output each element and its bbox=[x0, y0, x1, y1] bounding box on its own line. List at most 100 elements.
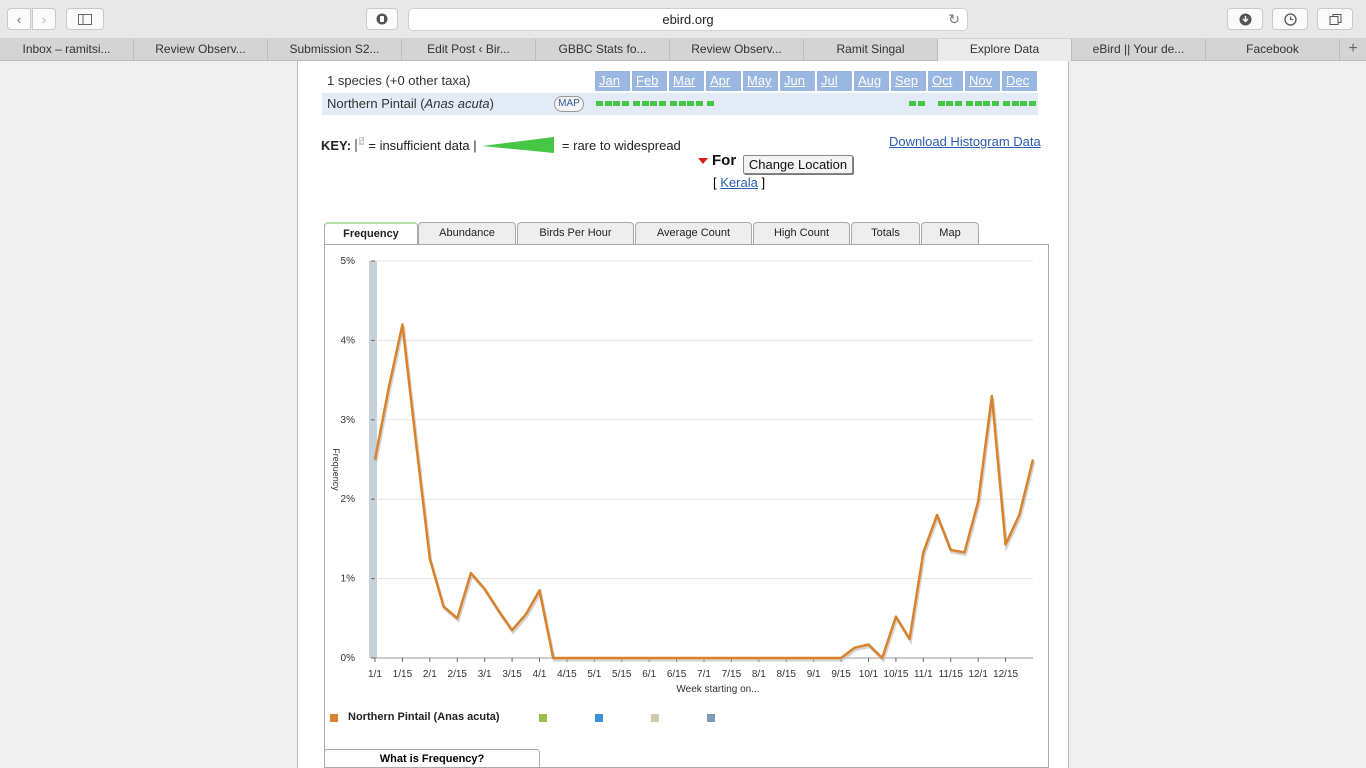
species-map-button[interactable]: MAP bbox=[554, 96, 584, 112]
histogram-bar bbox=[1003, 101, 1010, 106]
history-button[interactable] bbox=[1272, 8, 1308, 30]
y-tick-label: 1% bbox=[341, 574, 356, 585]
histogram-bar bbox=[983, 101, 990, 106]
page-content: 1 species (+0 other taxa) Jan Feb Mar Apr Ma… bbox=[297, 61, 1069, 768]
histogram-bar bbox=[596, 101, 603, 106]
browser-tab[interactable]: Ramit Singal bbox=[804, 39, 938, 61]
url-text: ebird.org bbox=[662, 12, 714, 27]
legend-swatch-2 bbox=[539, 714, 547, 722]
month-header-jan[interactable]: Jan bbox=[595, 71, 630, 91]
x-tick-label: 4/15 bbox=[557, 669, 577, 680]
x-tick-label: 11/15 bbox=[939, 669, 964, 680]
what-is-frequency-button[interactable]: What is Frequency? bbox=[324, 749, 540, 768]
browser-toolbar: ‹ › ebird.org ↻ bbox=[0, 0, 1366, 39]
privacy-button[interactable] bbox=[366, 8, 398, 30]
month-header-sep[interactable]: Sep bbox=[891, 71, 926, 91]
triangle-down-icon bbox=[698, 158, 708, 164]
plus-icon: + bbox=[1348, 40, 1358, 57]
x-tick-label: 1/1 bbox=[368, 669, 382, 680]
histogram-bar bbox=[917, 101, 925, 106]
legend-swatch-4 bbox=[651, 714, 659, 722]
month-header-aug[interactable]: Aug bbox=[854, 71, 889, 91]
browser-tab[interactable]: eBird || Your de... bbox=[1072, 39, 1206, 61]
histogram-bar bbox=[621, 101, 629, 106]
browser-tab[interactable]: Submission S2... bbox=[268, 39, 402, 61]
legend-swatch-5 bbox=[707, 714, 715, 722]
histogram-key: KEY: = insufficient data | = rare to wid… bbox=[321, 136, 681, 154]
address-bar[interactable]: ebird.org ↻ bbox=[408, 8, 968, 31]
histogram-cell bbox=[706, 93, 741, 115]
series-line-shadow bbox=[374, 326, 1036, 663]
browser-tab[interactable]: Review Observ... bbox=[134, 39, 268, 61]
browser-tab[interactable]: Inbox – ramitsi... bbox=[0, 39, 134, 61]
y-tick-label: 3% bbox=[341, 415, 356, 426]
location-link[interactable]: Kerala bbox=[720, 175, 758, 190]
x-tick-label: 12/1 bbox=[968, 669, 988, 680]
month-header-oct[interactable]: Oct bbox=[928, 71, 963, 91]
x-tick-label: 4/1 bbox=[533, 669, 547, 680]
download-icon bbox=[1239, 13, 1251, 25]
tabs-icon bbox=[1329, 13, 1341, 25]
tab-map[interactable]: Map bbox=[921, 222, 979, 244]
x-tick-label: 9/1 bbox=[807, 669, 821, 680]
month-header-mar[interactable]: Mar bbox=[669, 71, 704, 91]
tab-average-count[interactable]: Average Count bbox=[635, 222, 752, 244]
tab-high-count[interactable]: High Count bbox=[753, 222, 850, 244]
month-header-dec[interactable]: Dec bbox=[1002, 71, 1037, 91]
tab-birds-per-hour[interactable]: Birds Per Hour bbox=[517, 222, 634, 244]
sidebar-icon bbox=[78, 13, 92, 25]
back-button[interactable]: ‹ bbox=[7, 8, 31, 30]
month-header-may[interactable]: May bbox=[743, 71, 778, 91]
x-tick-label: 10/15 bbox=[883, 669, 908, 680]
histogram-cell bbox=[854, 93, 889, 115]
histogram-cell bbox=[817, 93, 852, 115]
reload-icon[interactable]: ↻ bbox=[948, 11, 960, 27]
histogram-bar bbox=[1020, 101, 1027, 106]
x-tick-label: 2/1 bbox=[423, 669, 437, 680]
browser-tab[interactable]: Facebook bbox=[1206, 39, 1340, 61]
histogram-bar bbox=[613, 101, 620, 106]
x-tick-label: 7/15 bbox=[722, 669, 742, 680]
chevron-left-icon: ‹ bbox=[16, 11, 22, 27]
histogram-bar bbox=[678, 101, 686, 106]
histogram-bar bbox=[633, 101, 640, 106]
browser-tab[interactable]: GBBC Stats fo... bbox=[536, 39, 670, 61]
frequency-chart: 0% 1% 2% 3% 4% 5% 1/1 1/15 2/1 2/15 3/1 3/15 4/1 4/15… bbox=[331, 256, 1036, 695]
tab-abundance[interactable]: Abundance bbox=[418, 222, 516, 244]
download-histogram-link[interactable]: Download Histogram Data bbox=[889, 134, 1041, 149]
change-location-button[interactable]: Change Location bbox=[743, 155, 853, 174]
histogram-cell bbox=[632, 93, 667, 115]
month-header-feb[interactable]: Feb bbox=[632, 71, 667, 91]
month-header-jun[interactable]: Jun bbox=[780, 71, 815, 91]
x-tick-label: 7/1 bbox=[697, 669, 711, 680]
new-tab-button[interactable]: + bbox=[1340, 39, 1366, 60]
chevron-right-icon: › bbox=[41, 11, 47, 27]
histogram-cell bbox=[669, 93, 704, 115]
y-axis-label: Frequency bbox=[331, 448, 341, 491]
month-header-jul[interactable]: Jul bbox=[817, 71, 852, 91]
sidebar-toggle-button[interactable] bbox=[66, 8, 104, 30]
browser-tab[interactable]: Review Observ... bbox=[670, 39, 804, 61]
tab-totals[interactable]: Totals bbox=[851, 222, 920, 244]
x-tick-label: 8/15 bbox=[777, 669, 797, 680]
month-header-nov[interactable]: Nov bbox=[965, 71, 1000, 91]
x-axis-label: Week starting on... bbox=[676, 684, 759, 695]
histogram-bar bbox=[946, 101, 953, 106]
tab-frequency[interactable]: Frequency bbox=[324, 222, 418, 245]
chart-panel: 0% 1% 2% 3% 4% 5% 1/1 1/15 2/1 2/15 3/1 3/15 4/1 4/15… bbox=[324, 244, 1049, 768]
y-tick-label: 5% bbox=[341, 256, 356, 267]
histogram-cell bbox=[965, 93, 1000, 115]
browser-tab-active[interactable]: Explore Data bbox=[938, 39, 1072, 61]
x-tick-label: 11/1 bbox=[914, 669, 933, 680]
month-header-apr[interactable]: Apr bbox=[706, 71, 741, 91]
x-tick-label: 5/15 bbox=[612, 669, 632, 680]
histogram-cell bbox=[595, 93, 630, 115]
forward-button[interactable]: › bbox=[32, 8, 56, 30]
tab-bar: Inbox – ramitsi... Review Observ... Subm… bbox=[0, 39, 1366, 61]
x-tick-label: 5/1 bbox=[587, 669, 601, 680]
downloads-button[interactable] bbox=[1227, 8, 1263, 30]
histogram-bar bbox=[650, 101, 657, 106]
browser-tab[interactable]: Edit Post ‹ Bir... bbox=[402, 39, 536, 61]
x-tick-label: 12/15 bbox=[993, 669, 1018, 680]
tabs-overview-button[interactable] bbox=[1317, 8, 1353, 30]
